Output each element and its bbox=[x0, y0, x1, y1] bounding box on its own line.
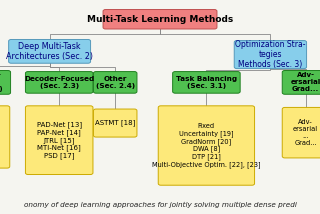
FancyBboxPatch shape bbox=[282, 71, 320, 94]
Text: Optimization Stra-
tegies
Methods (Sec. 3): Optimization Stra- tegies Methods (Sec. … bbox=[235, 40, 306, 70]
FancyBboxPatch shape bbox=[0, 106, 10, 168]
Text: Adv-
ersarial
Grad...: Adv- ersarial Grad... bbox=[291, 72, 320, 92]
Text: ASTMT [18]: ASTMT [18] bbox=[95, 120, 135, 126]
FancyBboxPatch shape bbox=[234, 41, 307, 68]
Text: Fixed
Uncertainty [19]
GradNorm [20]
DWA [8]
DTP [21]
Multi-Objective Optim. [22: Fixed Uncertainty [19] GradNorm [20] DWA… bbox=[152, 123, 261, 168]
Text: Other
(Sec. 2.4): Other (Sec. 2.4) bbox=[96, 76, 135, 89]
FancyBboxPatch shape bbox=[158, 106, 255, 185]
Text: PAD-Net [13]
PAP-Net [14]
JTRL [15]
MTI-Net [16]
PSD [17]: PAD-Net [13] PAP-Net [14] JTRL [15] MTI-… bbox=[36, 121, 82, 159]
Text: Multi-Task Learning Methods: Multi-Task Learning Methods bbox=[87, 15, 233, 24]
FancyBboxPatch shape bbox=[93, 109, 137, 137]
FancyBboxPatch shape bbox=[26, 106, 93, 175]
Text: onomy of deep learning approaches for jointly solving multiple dense predi: onomy of deep learning approaches for jo… bbox=[24, 201, 296, 208]
FancyBboxPatch shape bbox=[93, 71, 137, 93]
FancyBboxPatch shape bbox=[0, 71, 11, 94]
Text: Adv-
ersarial
...
Grad...: Adv- ersarial ... Grad... bbox=[293, 119, 318, 146]
Text: Encoder-
Focused
(Sec. 2.2): Encoder- Focused (Sec. 2.2) bbox=[0, 72, 3, 92]
FancyBboxPatch shape bbox=[26, 71, 93, 93]
FancyBboxPatch shape bbox=[173, 71, 240, 93]
FancyBboxPatch shape bbox=[9, 40, 91, 63]
Text: Decoder-Focused
(Sec. 2.3): Decoder-Focused (Sec. 2.3) bbox=[24, 76, 94, 89]
FancyBboxPatch shape bbox=[282, 107, 320, 158]
FancyBboxPatch shape bbox=[103, 10, 217, 29]
Text: Task Balancing
(Sec. 3.1): Task Balancing (Sec. 3.1) bbox=[176, 76, 237, 89]
Text: Deep Multi-Task
Architectures (Sec. 2): Deep Multi-Task Architectures (Sec. 2) bbox=[6, 42, 93, 61]
